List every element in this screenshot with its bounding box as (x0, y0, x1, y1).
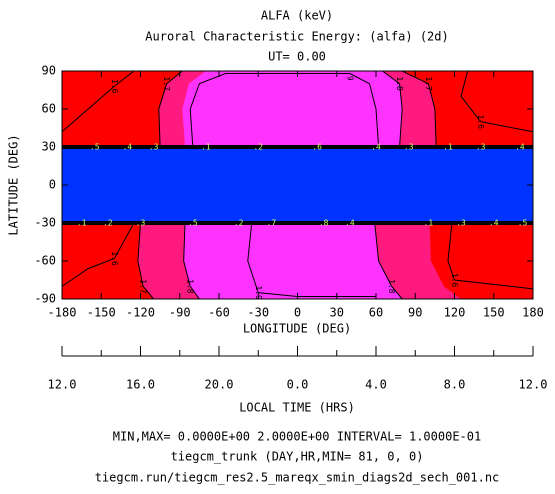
contour-line (189, 73, 380, 148)
band-label: .3 (404, 143, 414, 152)
y-axis-label: LATITUDE (DEG) (7, 134, 21, 235)
band-label: .6 (312, 143, 322, 152)
contour-fill (182, 71, 403, 147)
y-tick-label: -90 (34, 292, 56, 306)
contour-label: 1.6 (110, 79, 119, 94)
band-label: .3 (136, 219, 146, 228)
band-label: .5 (90, 143, 100, 152)
local-time-tick-label: 0.0 (287, 378, 309, 392)
local-time-label: LOCAL TIME (HRS) (239, 401, 355, 415)
local-time-tick-label: 16.0 (126, 378, 155, 392)
band-label: .4 (515, 143, 525, 152)
band-label: .2 (253, 143, 263, 152)
band-label: .4 (345, 219, 355, 228)
x-tick-label: 0 (294, 306, 301, 320)
plot-area: 1.6 1.7 1.9 1.8 1.7 1.6 1.6 1.7 1.8 1.9 1.8 1.6 .5 .4… (62, 66, 533, 300)
contour-label: 1.7 (424, 76, 433, 91)
x-tick-label: 60 (369, 306, 383, 320)
footer-line: tiegcm.run/tiegcm_res2.5_mareqx_smin_dia… (95, 471, 500, 485)
contour-label: 1.6 (110, 251, 119, 266)
contour-line (374, 222, 403, 299)
footer-line: MIN,MAX= 0.0000E+00 2.0000E+00 INTERVAL=… (113, 430, 481, 444)
x-tick-label: -90 (169, 306, 191, 320)
y-tick-label: 60 (42, 102, 56, 116)
contour-label: 1.8 (395, 76, 404, 91)
local-time-tick-label: 12.0 (519, 378, 548, 392)
contour-label: 1.6 (476, 114, 485, 129)
x-tick-label: -120 (126, 306, 155, 320)
x-axis-label: LONGITUDE (DEG) (243, 322, 351, 336)
band-label: .5 (518, 219, 528, 228)
band-label: .2 (103, 219, 113, 228)
time-label: UT= 0.00 (268, 50, 326, 64)
band-label: .7 (267, 219, 277, 228)
contour-line (447, 222, 533, 290)
chart-title: ALFA (keV) (261, 9, 333, 23)
x-tick-label: 150 (483, 306, 505, 320)
band-label: .8 (319, 219, 329, 228)
x-tick-label: -180 (48, 306, 77, 320)
x-tick-label: 30 (330, 306, 344, 320)
x-tick-label: -60 (208, 306, 230, 320)
contour-line (247, 222, 376, 297)
band-label: .4 (123, 143, 133, 152)
local-time-tick-label: 12.0 (48, 378, 77, 392)
y-tick-label: 30 (42, 140, 56, 154)
band-label: .4 (371, 143, 381, 152)
contour-line (382, 71, 403, 148)
band-label: .3 (149, 143, 159, 152)
x-tick-label: -150 (87, 306, 116, 320)
contour-line (62, 71, 135, 133)
contour-fill (62, 147, 533, 223)
band-edge (62, 145, 533, 149)
contour-line (183, 222, 200, 299)
y-tick-label: -30 (34, 216, 56, 230)
contour-label: 1.7 (139, 279, 148, 294)
y-tick-label: -60 (34, 254, 56, 268)
x-tick-label: 120 (444, 306, 466, 320)
band-label: .3 (476, 143, 486, 152)
x-tick-label: 180 (522, 306, 544, 320)
contour-label: 1.8 (387, 279, 396, 294)
band-label: .1 (424, 219, 434, 228)
local-time-tick-label: 8.0 (444, 378, 466, 392)
x-tick-label: -30 (247, 306, 269, 320)
contour-line (62, 222, 135, 287)
band-edge (62, 221, 533, 225)
local-time-tick-label: 20.0 (205, 378, 234, 392)
contour-line (460, 71, 533, 133)
band-label: .1 (201, 143, 211, 152)
contour-label: 1.8 (186, 279, 195, 294)
local-time-tick-label: 4.0 (365, 378, 387, 392)
band-label: .1 (443, 143, 453, 152)
contour-label: 1.9 (345, 66, 354, 81)
contour-line (137, 222, 154, 299)
band-label: .1 (77, 219, 87, 228)
band-label: .2 (234, 219, 244, 228)
y-tick-label: 0 (49, 178, 56, 192)
contour-label: 1.9 (254, 285, 263, 300)
chart-subtitle: Auroral Characteristic Energy: (alfa) (2… (145, 30, 448, 44)
band-label: .3 (456, 219, 466, 228)
contour-label: 1.7 (162, 76, 171, 91)
contour-label: 1.6 (450, 273, 459, 288)
band-label: .4 (489, 219, 499, 228)
y-tick-label: 90 (42, 64, 56, 78)
x-tick-label: 90 (408, 306, 422, 320)
contour-fill (183, 223, 403, 299)
contour-line (158, 71, 183, 148)
band-label: .5 (188, 219, 198, 228)
contour-line (401, 71, 437, 148)
footer-line: tiegcm_trunk (DAY,HR,MIN= 81, 0, 0) (171, 450, 424, 464)
